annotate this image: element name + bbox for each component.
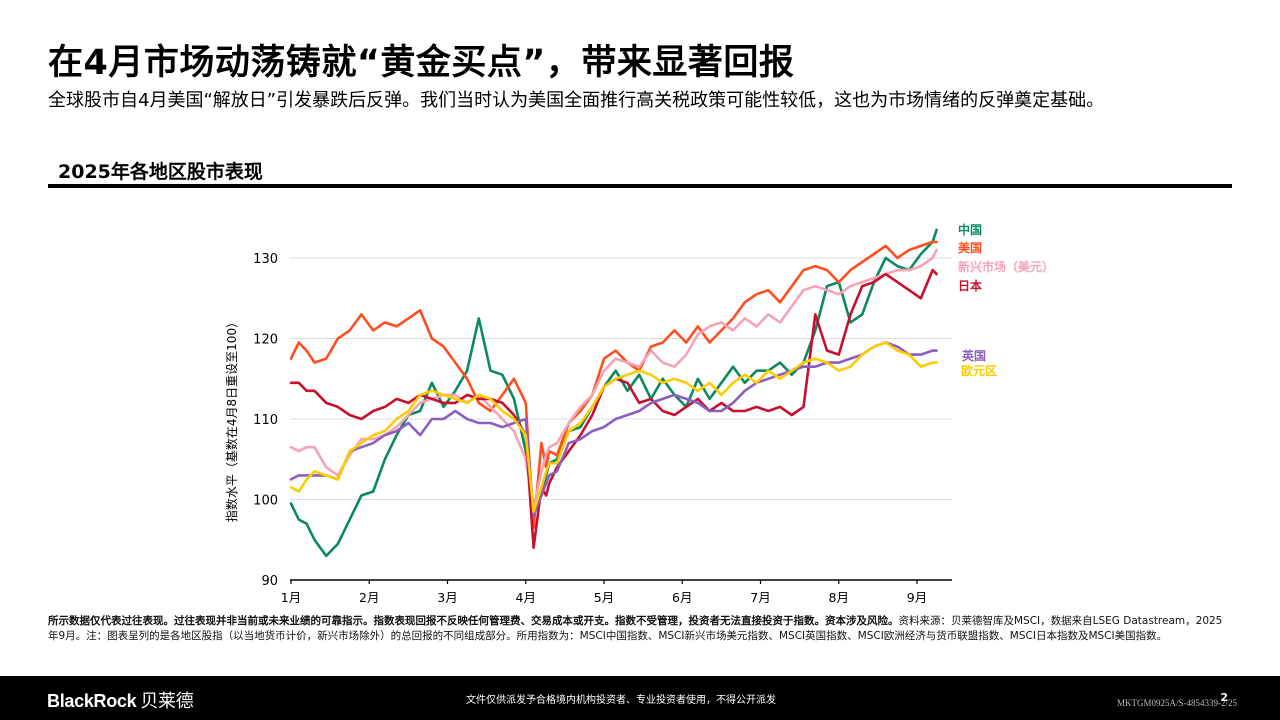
y-axis-label: 指数水平（基数在4月8日重设至100） [224, 316, 239, 522]
legend-label: 中国 [958, 222, 982, 237]
series-line [289, 240, 938, 530]
x-tick-label: 4月 [516, 590, 536, 605]
series-line [289, 248, 938, 509]
y-tick-label: 100 [253, 494, 278, 509]
footer-bar: BlackRock 贝莱德 文件仅供派发予合格境内机构投资者、专业投资者使用，不得… [0, 676, 1280, 720]
chart-gridlines [290, 257, 952, 500]
logo-text-en: BlackRock [47, 691, 137, 711]
legend-label: 美国 [958, 240, 982, 255]
legend-label: 欧元区 [961, 363, 997, 378]
legend-label: 新兴市场（美元） [958, 259, 1054, 274]
y-tick-label: 120 [253, 333, 278, 348]
x-tick-label: 3月 [437, 590, 457, 605]
chart-title: 2025年各地区股市表现 [58, 161, 263, 183]
x-tick-label: 6月 [672, 590, 692, 605]
x-tick-label: 1月 [281, 590, 301, 605]
legend-label: 日本 [958, 278, 982, 293]
document-code: MKTGM0925A/S-4854339-2/25 [1116, 698, 1237, 708]
x-tick-label: 5月 [594, 590, 614, 605]
series-line [289, 268, 938, 550]
chart-title-rule [48, 184, 1232, 188]
x-tick-label: 2月 [359, 590, 379, 605]
y-tick-label: 110 [253, 413, 278, 428]
blackrock-logo: BlackRock 贝莱德 [47, 687, 194, 713]
legend-label: 英国 [962, 348, 986, 363]
footnote-disclaimer: 所示数据仅代表过往表现。过往表现并非当前或未来业绩的可靠指示。指数表现回报不反映… [48, 615, 899, 627]
y-tick-label: 130 [253, 252, 278, 267]
footnote-source: 资料来源：贝莱德智库及MSCI，数据来自LSEG Datastream，2025… [48, 615, 1223, 642]
x-axis: 1月 2月 3月 4月 5月 6月 7月 8月 9月 [281, 579, 952, 605]
line-chart: 90 100 110 120 130 指数水平（基数在4月8日重设至100） 1月 2月 3… [224, 222, 1054, 605]
logo-text-cn: 贝莱德 [140, 691, 194, 711]
x-tick-label: 7月 [750, 590, 770, 605]
x-tick-label: 9月 [907, 590, 927, 605]
page-title: 在4月市场动荡铸就“黄金买点”，带来显著回报 [48, 43, 795, 83]
distribution-notice: 文件仅供派发予合格境内机构投资者、专业投资者使用，不得公开派发 [466, 695, 776, 706]
x-tick-label: 8月 [829, 590, 849, 605]
page-subtitle: 全球股市自4月美国“解放日”引发暴跌后反弹。我们当时认为美国全面推行高关税政策可… [48, 90, 1105, 111]
series-line [289, 341, 938, 513]
page-number: 2 [1220, 691, 1228, 704]
series-line [289, 228, 938, 558]
chart-series-lines [289, 228, 938, 558]
y-axis-ticks: 90 100 110 120 130 [253, 252, 278, 589]
y-tick-label: 90 [261, 574, 278, 589]
footnote: 所示数据仅代表过往表现。过往表现并非当前或未来业绩的可靠指示。指数表现回报不反映… [48, 614, 1228, 644]
